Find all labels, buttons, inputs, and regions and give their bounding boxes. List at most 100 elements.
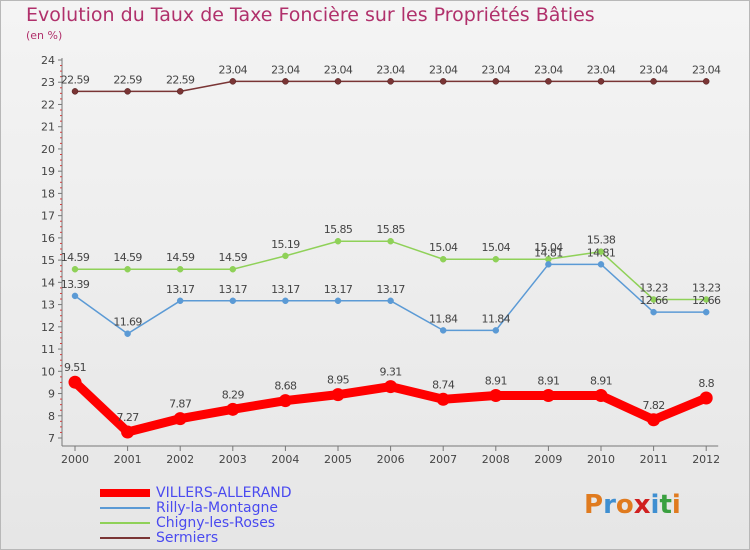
logo-letter: o xyxy=(615,490,634,520)
data-label: 15.38 xyxy=(587,234,616,247)
data-label: 12.66 xyxy=(692,294,721,307)
data-label: 13.39 xyxy=(61,278,90,291)
data-label: 8.68 xyxy=(274,380,297,393)
data-point xyxy=(334,78,342,85)
data-point xyxy=(541,389,555,403)
data-point xyxy=(699,391,713,405)
legend-label: VILLERS-ALLERAND xyxy=(156,484,292,501)
data-label: 23.04 xyxy=(271,63,300,76)
data-point xyxy=(702,296,710,303)
logo-letter: x xyxy=(633,490,651,520)
data-label: 8.91 xyxy=(537,375,559,388)
data-label: 15.85 xyxy=(324,223,353,236)
data-point xyxy=(492,327,500,334)
y-tick-label: 11 xyxy=(41,343,55,356)
data-label: 13.17 xyxy=(376,283,405,296)
legend-label: Chigny-les-Roses xyxy=(156,514,276,531)
y-tick-label: 12 xyxy=(41,321,55,334)
data-point xyxy=(282,78,289,85)
data-label: 7.82 xyxy=(643,399,665,412)
x-tick-label: 2010 xyxy=(587,453,615,466)
data-label: 11.84 xyxy=(429,312,458,325)
y-tick-label: 23 xyxy=(41,76,55,89)
data-point xyxy=(384,380,398,394)
data-point xyxy=(387,78,394,85)
y-tick-label: 9 xyxy=(48,388,55,401)
data-point xyxy=(387,237,394,245)
data-point xyxy=(334,237,342,245)
data-label: 8.8 xyxy=(698,377,714,390)
data-point xyxy=(121,425,135,439)
data-point xyxy=(597,78,605,85)
y-tick-label: 15 xyxy=(41,254,55,267)
data-label: 11.69 xyxy=(113,316,142,329)
x-tick-label: 2007 xyxy=(429,453,457,466)
data-label: 23.04 xyxy=(587,63,616,76)
data-point xyxy=(124,265,131,273)
legend-swatch xyxy=(100,488,150,497)
data-label: 12.66 xyxy=(639,294,668,307)
data-label: 23.04 xyxy=(429,63,458,76)
x-tick-label: 2009 xyxy=(534,453,562,466)
data-label: 15.04 xyxy=(429,241,458,254)
data-point xyxy=(226,402,240,416)
y-tick-label: 19 xyxy=(41,165,55,178)
data-label: 13.23 xyxy=(692,281,721,294)
data-label: 15.85 xyxy=(376,223,405,236)
data-point xyxy=(229,78,237,85)
data-label: 8.95 xyxy=(327,374,350,387)
data-point xyxy=(229,297,237,305)
logo-letter: i xyxy=(671,490,681,520)
data-label: 13.17 xyxy=(271,283,300,296)
data-label: 8.29 xyxy=(222,388,245,401)
legend-item-sermiers: Sermiers xyxy=(100,530,218,546)
y-tick-label: 8 xyxy=(48,410,55,423)
data-label: 14.81 xyxy=(534,246,563,259)
x-tick-label: 2005 xyxy=(324,453,352,466)
x-tick-label: 2006 xyxy=(377,453,405,466)
data-point xyxy=(229,265,237,273)
data-point xyxy=(176,297,184,305)
y-tick-label: 14 xyxy=(41,276,55,289)
data-point xyxy=(439,78,447,85)
data-point xyxy=(439,255,447,263)
data-label: 23.04 xyxy=(482,63,511,76)
data-point xyxy=(489,389,503,403)
data-point xyxy=(597,261,605,268)
data-label: 23.04 xyxy=(534,63,563,76)
data-point xyxy=(124,330,131,337)
y-tick-label: 24 xyxy=(41,54,55,67)
x-tick-label: 2001 xyxy=(114,453,142,466)
legend-swatch xyxy=(100,536,150,539)
data-label: 14.81 xyxy=(587,246,616,259)
data-label: 9.51 xyxy=(64,361,86,374)
logo-letter: t xyxy=(659,490,672,520)
data-label: 7.87 xyxy=(169,398,192,411)
data-point xyxy=(545,261,552,268)
data-point xyxy=(71,292,79,300)
y-tick-label: 10 xyxy=(41,365,55,378)
data-point xyxy=(71,88,79,95)
data-point xyxy=(282,252,289,260)
data-label: 23.04 xyxy=(639,63,668,76)
data-label: 15.19 xyxy=(271,238,300,251)
x-tick-label: 2008 xyxy=(482,453,510,466)
data-point xyxy=(387,297,394,305)
data-label: 22.59 xyxy=(61,73,90,86)
data-label: 13.17 xyxy=(324,283,353,296)
data-point xyxy=(176,88,184,95)
data-point xyxy=(597,248,605,255)
data-point xyxy=(594,389,608,403)
data-label: 14.59 xyxy=(166,251,195,264)
chart-title: Evolution du Taux de Taxe Foncière sur l… xyxy=(26,4,595,26)
data-label: 23.04 xyxy=(376,63,405,76)
legend-item-chigny-les-roses: Chigny-les-Roses xyxy=(100,514,276,531)
logo-letter: i xyxy=(650,490,660,520)
x-tick-label: 2002 xyxy=(166,453,194,466)
data-point xyxy=(173,412,187,426)
x-tick-label: 2004 xyxy=(271,453,299,466)
data-point xyxy=(436,392,450,406)
data-point xyxy=(492,255,500,263)
data-label: 8.91 xyxy=(485,375,507,388)
